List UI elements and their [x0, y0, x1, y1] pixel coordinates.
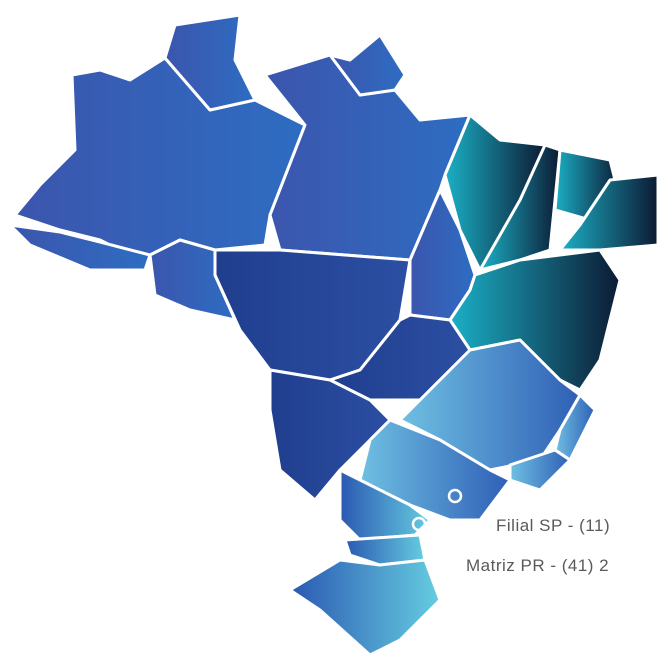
- brazil-map: Filial SP - (11) Matriz PR - (41) 2: [0, 0, 658, 664]
- label-matriz-pr: Matriz PR - (41) 2: [466, 556, 609, 575]
- state-am: [15, 58, 305, 255]
- state-rs: [290, 560, 440, 655]
- label-filial-sp: Filial SP - (11): [496, 516, 610, 535]
